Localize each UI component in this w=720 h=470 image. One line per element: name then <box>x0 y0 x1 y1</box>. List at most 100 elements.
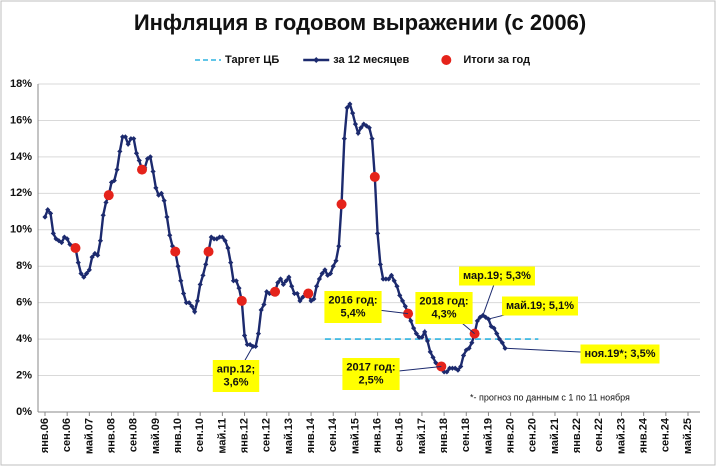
x-tick-label: сен.18 <box>460 418 472 452</box>
point-marker <box>103 199 109 206</box>
point-marker <box>164 214 170 220</box>
point-marker <box>158 190 165 196</box>
annotation-box <box>212 360 260 392</box>
y-tick-label: 14% <box>10 151 32 163</box>
point-marker <box>277 276 284 282</box>
point-marker <box>47 210 54 216</box>
point-marker <box>100 212 106 218</box>
point-marker <box>416 334 422 340</box>
point-marker <box>175 263 181 269</box>
x-tick-label: май.23 <box>615 418 627 454</box>
annotation-text: 2016 год: <box>328 294 377 306</box>
annotation: мар.19; 5,3% <box>459 266 535 316</box>
point-marker <box>56 238 62 244</box>
point-marker <box>225 245 231 251</box>
point-marker <box>494 331 500 337</box>
year-dot <box>236 295 247 306</box>
point-marker <box>322 267 328 273</box>
annotation-text: 3,6% <box>223 376 248 388</box>
y-tick-label: 16% <box>10 114 32 126</box>
point-marker <box>161 198 167 204</box>
point-marker <box>211 236 217 242</box>
year-dot <box>137 164 148 175</box>
point-marker <box>388 272 395 278</box>
point-marker <box>203 261 209 267</box>
point-marker <box>455 367 461 373</box>
point-marker <box>383 276 389 282</box>
point-marker <box>422 329 428 335</box>
point-marker <box>394 283 400 289</box>
point-marker <box>128 136 134 142</box>
point-marker <box>50 230 56 237</box>
point-marker <box>325 272 331 278</box>
point-marker <box>64 236 70 242</box>
point-marker <box>97 238 104 244</box>
point-marker <box>83 270 90 277</box>
point-marker <box>496 336 503 342</box>
point-marker <box>89 254 95 260</box>
point-marker <box>283 278 289 284</box>
point-marker <box>399 298 406 304</box>
point-marker <box>460 352 467 359</box>
x-tick-label: май.15 <box>349 418 361 454</box>
annotation-text: ноя.19*; 3,5% <box>584 348 655 360</box>
x-tick-label: янв.12 <box>238 418 250 453</box>
point-marker <box>280 281 286 288</box>
annotation: 2016 год:5,4% <box>324 291 409 323</box>
year-dot <box>303 288 314 299</box>
point-marker <box>189 303 195 309</box>
point-marker <box>333 258 339 264</box>
annotation: 2018 год:4,3% <box>415 292 475 335</box>
point-marker <box>297 298 303 304</box>
point-marker <box>241 332 248 339</box>
x-tick-label: сен.12 <box>261 418 273 452</box>
point-marker <box>219 234 225 240</box>
x-tick-label: май.07 <box>83 418 95 454</box>
point-marker <box>197 281 203 288</box>
point-marker <box>150 168 156 175</box>
y-tick-label: 12% <box>10 187 32 199</box>
point-marker <box>350 110 356 116</box>
point-marker <box>480 312 486 319</box>
x-tick-label: май.09 <box>150 418 162 454</box>
point-marker <box>186 300 192 306</box>
point-marker <box>253 343 259 349</box>
annotation-text: 5,4% <box>340 307 365 319</box>
point-marker <box>391 278 397 284</box>
point-marker <box>402 303 408 309</box>
point-marker <box>289 283 295 289</box>
point-marker <box>217 234 223 240</box>
point-marker <box>192 309 198 315</box>
point-marker <box>236 285 242 291</box>
year-dot <box>70 243 81 253</box>
point-marker <box>336 243 342 249</box>
x-tick-label: май.19 <box>482 418 494 454</box>
point-marker <box>413 331 419 337</box>
point-marker <box>180 290 187 297</box>
point-marker <box>449 365 456 371</box>
point-marker <box>131 136 137 142</box>
point-marker <box>291 290 298 297</box>
point-marker <box>330 263 336 269</box>
annotation-box <box>459 266 535 286</box>
x-tick-label: май.25 <box>682 418 694 454</box>
point-marker <box>178 278 184 284</box>
point-marker <box>117 148 123 155</box>
y-tick-label: 6% <box>16 297 32 309</box>
point-marker <box>369 136 375 142</box>
point-marker <box>347 101 353 107</box>
x-tick-label: янв.16 <box>371 418 383 453</box>
year-dot <box>270 286 281 297</box>
point-marker <box>95 252 101 258</box>
point-marker <box>424 338 431 344</box>
point-marker <box>358 125 364 131</box>
y-tick-label: 8% <box>16 260 32 272</box>
point-marker <box>147 154 153 160</box>
y-tick-label: 4% <box>16 333 32 345</box>
point-marker <box>200 272 206 278</box>
point-marker <box>86 267 92 273</box>
point-marker <box>136 157 142 164</box>
point-marker <box>286 274 292 280</box>
point-marker <box>344 105 350 111</box>
